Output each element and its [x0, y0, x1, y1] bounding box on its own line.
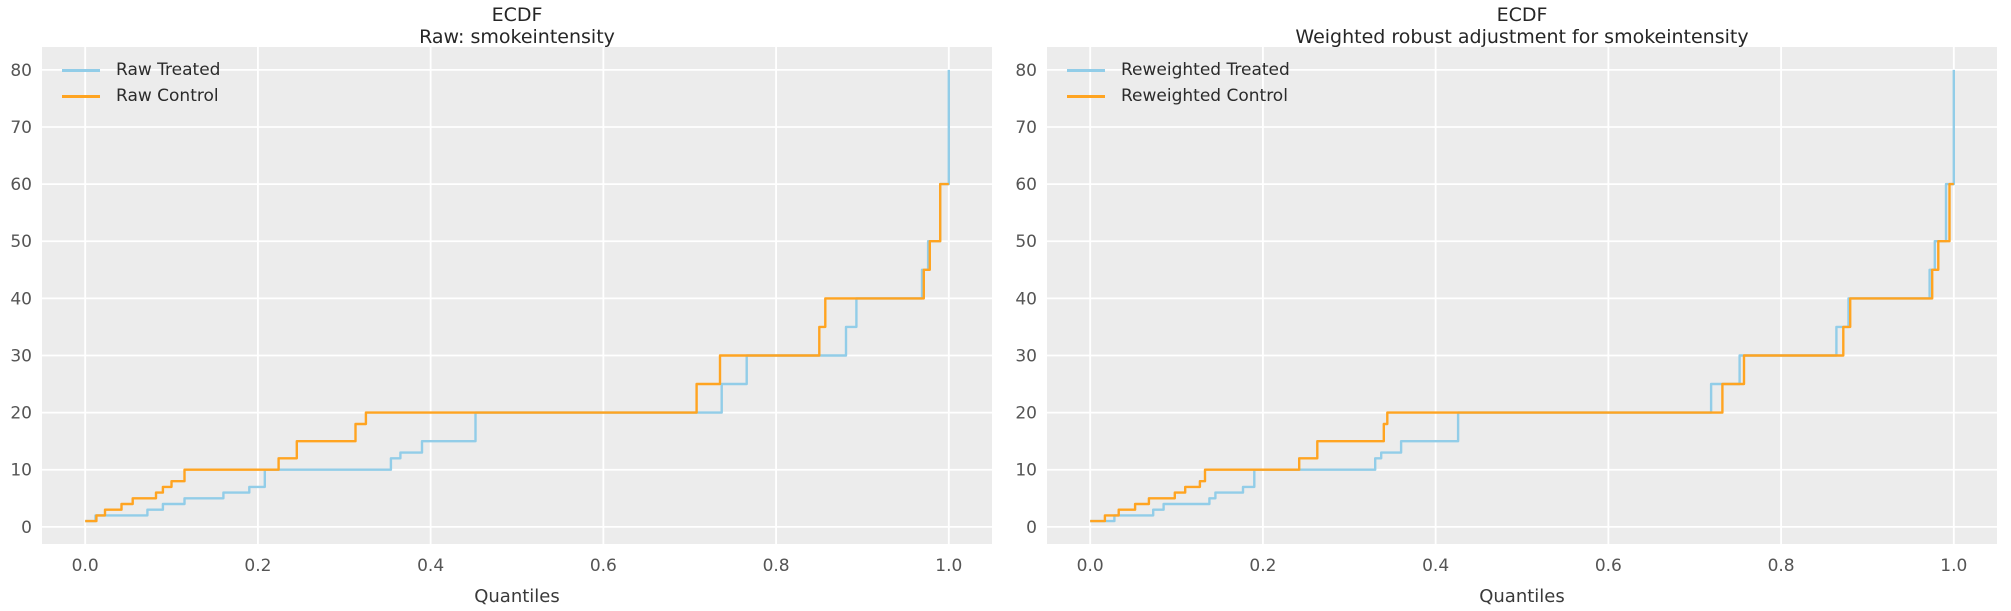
panel-weighted-ecdf: ECDF Weighted robust adjustment for smok… — [1005, 0, 2010, 611]
plot-title-block: ECDF Raw: smokeintensity — [42, 4, 992, 48]
y-tick-label: 70 — [10, 118, 32, 138]
y-tick-label: 50 — [1015, 232, 1037, 252]
legend-item-raw-treated: Raw Treated — [62, 57, 220, 83]
y-tick-label: 80 — [10, 61, 32, 81]
y-tick-label: 0 — [1026, 518, 1037, 538]
legend-item-raw-control: Raw Control — [62, 83, 220, 109]
x-tick-label: 0.8 — [1768, 556, 1795, 576]
y-tick-label: 20 — [1015, 404, 1037, 424]
y-tick-label: 70 — [1015, 118, 1037, 138]
series-line-reweighted-treated — [1090, 69, 1955, 523]
legend-weighted: Reweighted Treated Reweighted Control — [1067, 57, 1290, 109]
x-tick-label: 0.4 — [417, 556, 444, 576]
legend-item-reweighted-control: Reweighted Control — [1067, 83, 1290, 109]
weighted-ecdf-plot: 0.0 0.2 0.4 0.6 0.8 1.0 0 10 20 30 40 50 60 70 80 Quant… — [1015, 47, 1997, 607]
x-tick-label: 0.2 — [244, 556, 271, 576]
plot-background — [1047, 47, 1997, 544]
x-tick-label: 1.0 — [935, 556, 962, 576]
treated-line-swatch — [62, 68, 100, 72]
y-tick-label: 30 — [1015, 346, 1037, 366]
y-tick-label: 0 — [21, 518, 32, 538]
series-line-raw-control — [85, 182, 949, 523]
x-tick-label: 0.6 — [590, 556, 617, 576]
y-tick-label: 30 — [10, 346, 32, 366]
legend-item-reweighted-treated: Reweighted Treated — [1067, 57, 1290, 83]
y-tick-label: 60 — [1015, 175, 1037, 195]
legend-label: Raw Control — [116, 86, 219, 106]
y-tick-label: 80 — [1015, 61, 1037, 81]
y-tick-label: 10 — [10, 461, 32, 481]
plot-title: ECDF — [1496, 4, 1548, 26]
panel-raw-ecdf: ECDF Raw: smokeintensity 0.0 0.2 0.4 0.6 0.8… — [0, 0, 1005, 611]
raw-ecdf-plot: 0.0 0.2 0.4 0.6 0.8 1.0 0 10 20 30 40 50 60 70 80 Quant… — [10, 47, 992, 607]
series-line-raw-treated — [85, 69, 950, 523]
plot-subtitle: Raw: smokeintensity — [419, 26, 615, 48]
y-tick-label: 60 — [10, 175, 32, 195]
control-line-swatch — [1067, 94, 1105, 98]
x-axis-label: Quantiles — [474, 586, 560, 607]
x-tick-label: 0.4 — [1422, 556, 1449, 576]
y-tick-label: 50 — [10, 232, 32, 252]
y-tick-label: 40 — [10, 289, 32, 309]
x-tick-label: 0.0 — [1077, 556, 1104, 576]
x-axis-label: Quantiles — [1479, 586, 1565, 607]
plot-background — [42, 47, 992, 544]
x-tick-label: 0.0 — [72, 556, 99, 576]
plot-title: ECDF — [491, 4, 543, 26]
legend-label: Raw Treated — [116, 60, 221, 80]
legend-raw: Raw Treated Raw Control — [62, 57, 220, 109]
plot-subtitle: Weighted robust adjustment for smokeinte… — [1295, 26, 1749, 48]
treated-line-swatch — [1067, 68, 1105, 72]
y-tick-label: 20 — [10, 404, 32, 424]
legend-label: Reweighted Treated — [1121, 60, 1290, 80]
x-tick-label: 0.8 — [763, 556, 790, 576]
x-tick-label: 0.2 — [1249, 556, 1276, 576]
y-tick-label: 10 — [1015, 461, 1037, 481]
x-tick-label: 0.6 — [1595, 556, 1622, 576]
series-line-reweighted-control — [1090, 182, 1954, 523]
y-tick-label: 40 — [1015, 289, 1037, 309]
x-tick-label: 1.0 — [1940, 556, 1967, 576]
control-line-swatch — [62, 94, 100, 98]
legend-label: Reweighted Control — [1121, 86, 1288, 106]
plot-title-block: ECDF Weighted robust adjustment for smok… — [1047, 4, 1997, 48]
